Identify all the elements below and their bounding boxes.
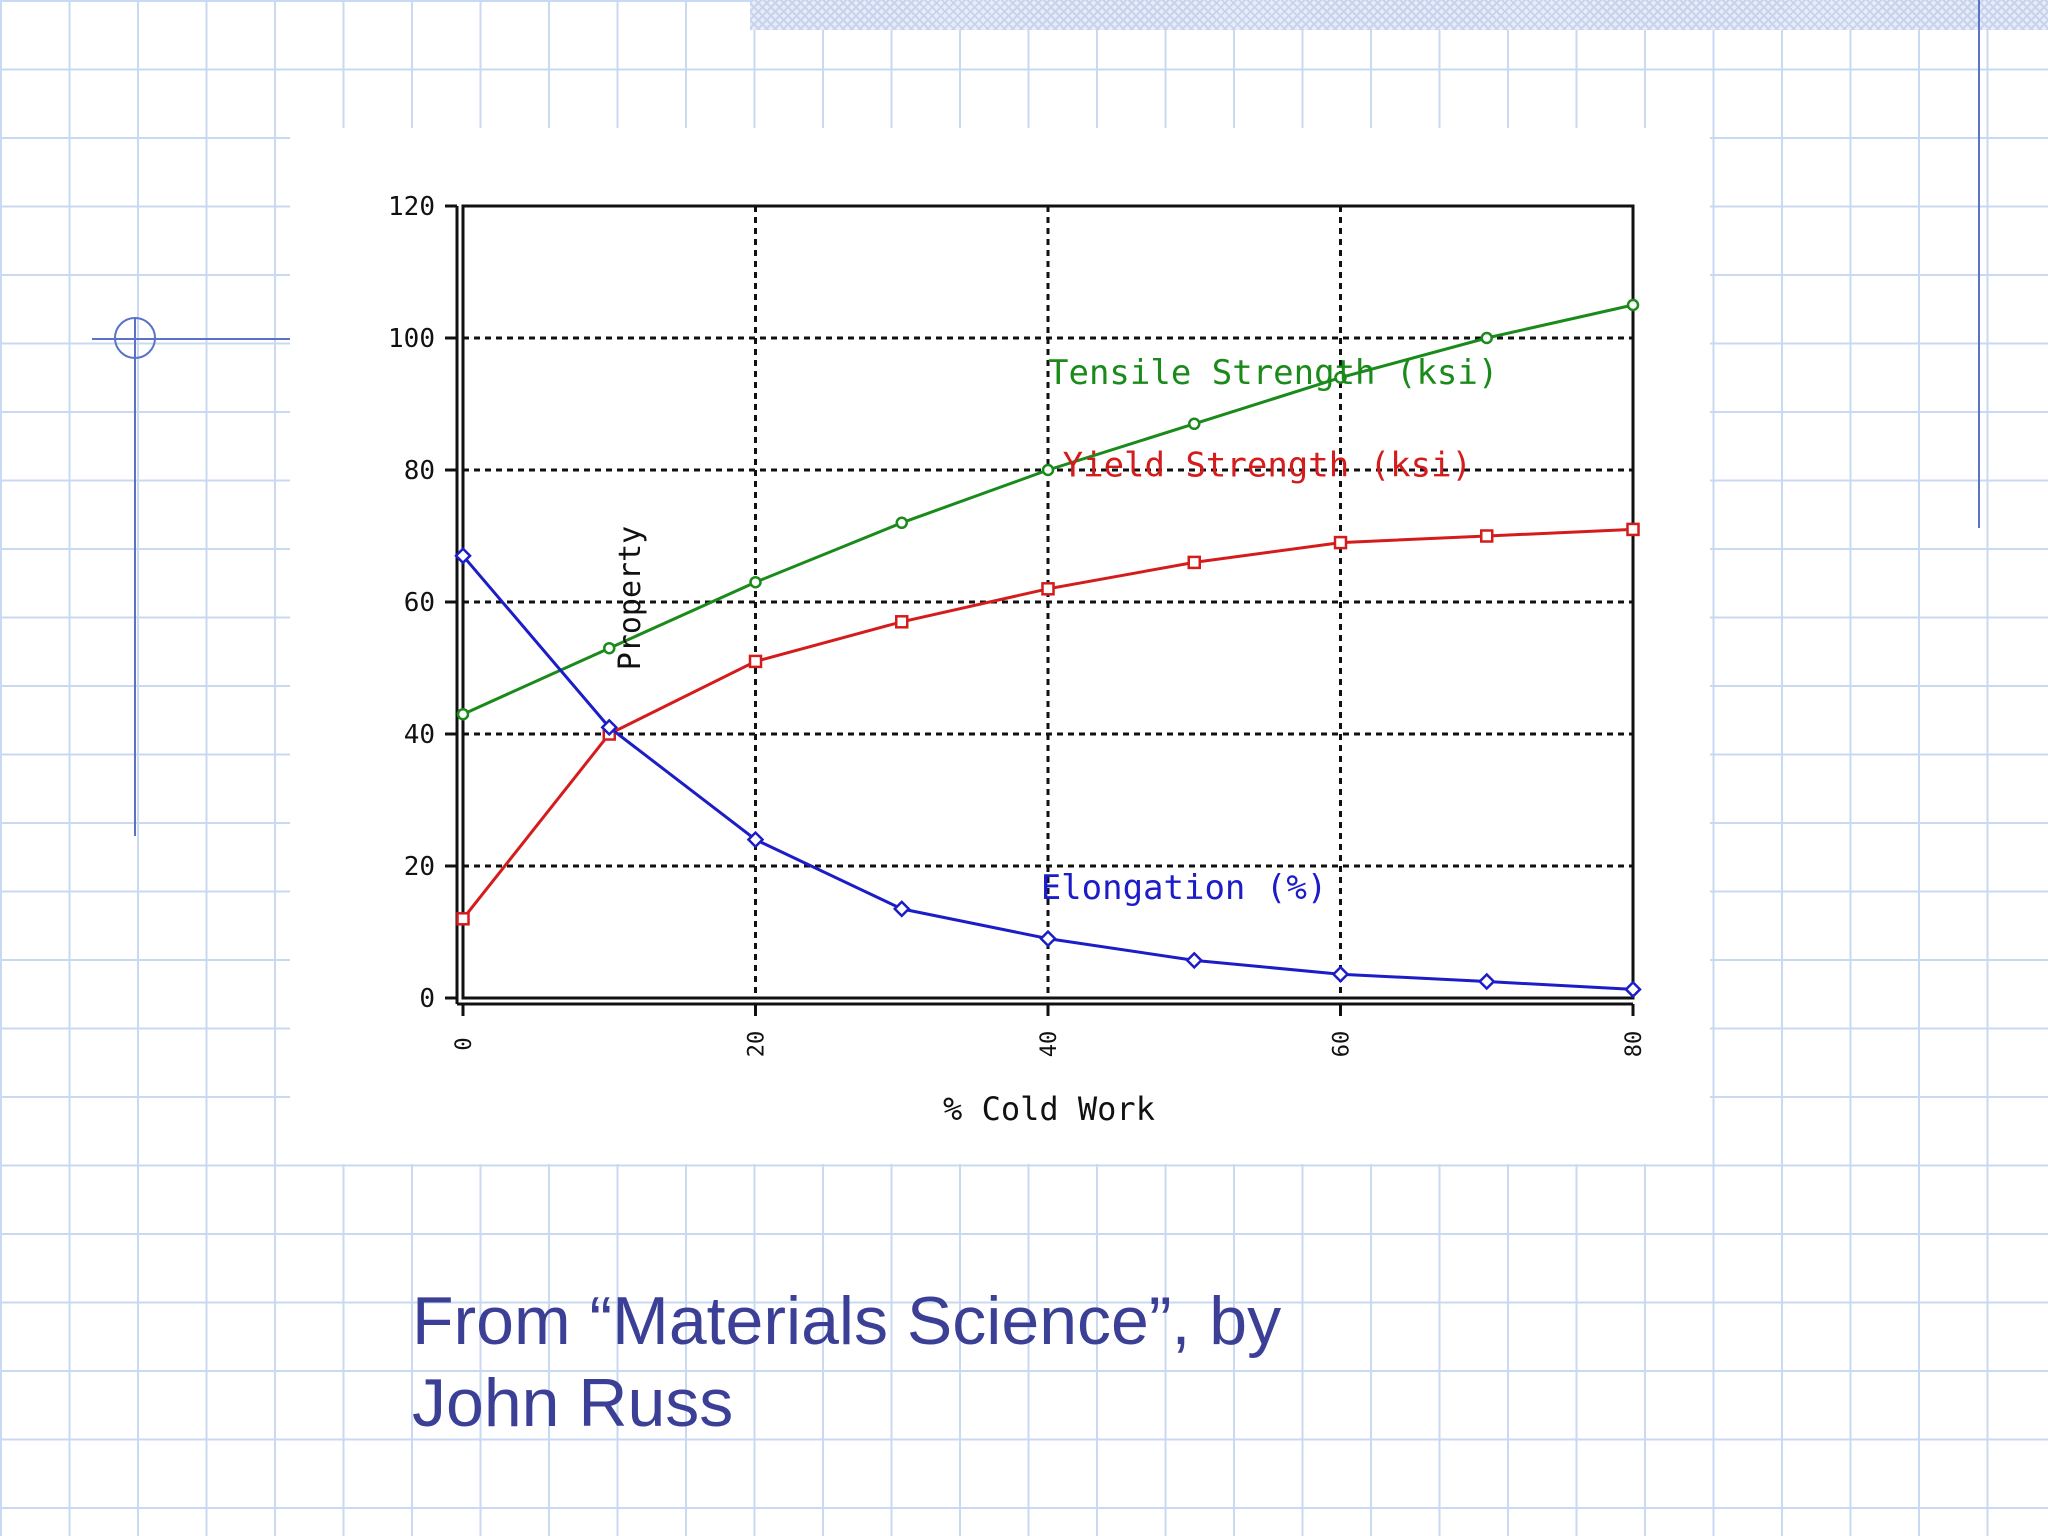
series-label: Yield Strength (ksi) [1063, 446, 1472, 486]
data-point [746, 830, 765, 849]
y-axis-title: Property [613, 526, 648, 671]
y-tick-label: 0 [419, 984, 435, 1014]
y-tick-label: 20 [404, 852, 435, 882]
y-tick-label: 120 [388, 192, 435, 222]
y-tick-label: 60 [404, 588, 435, 618]
data-point [603, 641, 616, 655]
data-point [1041, 582, 1055, 596]
x-tick-label: 80 [1622, 1031, 1647, 1058]
data-point [1480, 529, 1494, 543]
y-tick-label: 80 [404, 456, 435, 486]
series-lines [454, 298, 1642, 999]
tick-labels: 0 20 40 60 80 100 120 0 20 40 60 80 [388, 192, 1647, 1057]
plot-frame [445, 204, 1635, 1016]
data-point [1334, 371, 1347, 384]
caption-line-1: From “Materials Science”, by [412, 1283, 1282, 1359]
data-point [1333, 535, 1348, 550]
y-tick-label: 40 [404, 720, 435, 750]
series-labels: Tensile Strength (ksi) Yield Strength (ks… [1041, 353, 1499, 908]
caption-line-2: John Russ [412, 1365, 734, 1441]
data-point [895, 516, 908, 530]
series-label: Elongation (%) [1041, 868, 1328, 908]
x-axis-title: % Cold Work [943, 1090, 1155, 1128]
chart-panel: 0 20 40 60 80 100 120 0 20 40 60 80 Tensile Strengt… [290, 128, 1710, 1164]
y-tick-label: 100 [388, 324, 435, 354]
data-point [1041, 463, 1055, 477]
grid-lines [463, 206, 1633, 998]
data-point [600, 718, 619, 737]
series-label: Tensile Strength (ksi) [1048, 353, 1498, 393]
data-point [1477, 972, 1496, 991]
decorative-top-band [750, 0, 2048, 30]
decorative-left-crossbar [92, 338, 292, 340]
data-point [1331, 965, 1350, 984]
data-point [456, 707, 470, 721]
data-point [456, 912, 470, 926]
decorative-ring-icon [114, 317, 156, 359]
data-point [454, 547, 472, 565]
data-point [1039, 929, 1057, 948]
data-point [1626, 298, 1640, 312]
data-point [1480, 331, 1493, 345]
data-point [1188, 417, 1201, 431]
data-point [1187, 555, 1201, 570]
plot-border [461, 204, 1635, 1000]
data-point [1624, 980, 1642, 999]
data-point [749, 575, 762, 589]
data-point [895, 615, 909, 629]
x-tick-label: 40 [1037, 1031, 1062, 1058]
line-chart: 0 20 40 60 80 100 120 0 20 40 60 80 Tensile Strengt… [388, 192, 1647, 1128]
data-point [1185, 951, 1204, 970]
decorative-left-rule [134, 318, 136, 836]
decorative-right-rule [1978, 0, 1980, 528]
data-point [748, 654, 763, 669]
data-point [892, 900, 911, 918]
source-caption: From “Materials Science”, by John Russ [412, 1280, 1412, 1444]
x-tick-label: 0 [452, 1037, 477, 1050]
x-tick-label: 60 [1330, 1031, 1355, 1058]
x-tick-label: 20 [745, 1031, 770, 1058]
data-point [1626, 522, 1640, 537]
